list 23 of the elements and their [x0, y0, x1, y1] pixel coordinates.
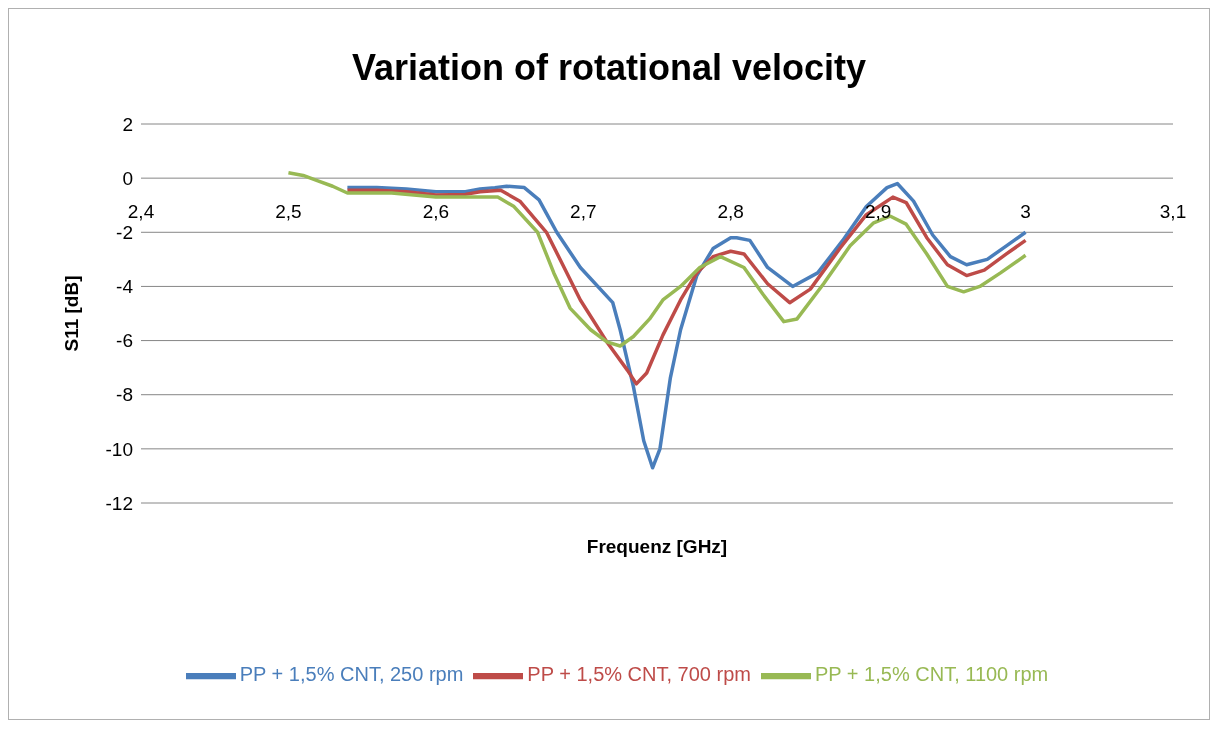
line-series [345, 188, 1028, 386]
y-tick-label: -4 [116, 276, 134, 298]
y-tick-label: -10 [105, 438, 133, 460]
y-tick-label: -8 [116, 384, 133, 406]
y-tick-label: -2 [116, 222, 133, 244]
x-tick-label: 2,7 [570, 201, 597, 223]
y-tick-label: 0 [122, 167, 133, 189]
y-tick-label: -6 [116, 330, 133, 352]
x-tick-label: 2,8 [717, 201, 744, 223]
x-tick-label: 2,6 [422, 201, 450, 223]
chart-title: Variation of rotational velocity [350, 47, 868, 89]
x-tick-label: 2,5 [275, 201, 302, 223]
y-tick-label: -12 [105, 492, 133, 514]
x-tick-label: 3 [1020, 201, 1031, 223]
legend-label: PP + 1,5% CNT, 250 rpm [239, 663, 464, 686]
y-tick-label: 2 [122, 113, 133, 135]
legend-label: PP + 1,5% CNT, 700 rpm [527, 663, 751, 686]
x-tick-label: 2,4 [127, 201, 155, 223]
legend-label: PP + 1,5% CNT, 1100 rpm [814, 663, 1049, 686]
y-axis-title: S11 [dB] [60, 275, 82, 352]
x-tick-label: 3,1 [1159, 201, 1187, 223]
line-series [345, 181, 1028, 470]
x-axis-title: Frequenz [GHz] [586, 536, 728, 557]
